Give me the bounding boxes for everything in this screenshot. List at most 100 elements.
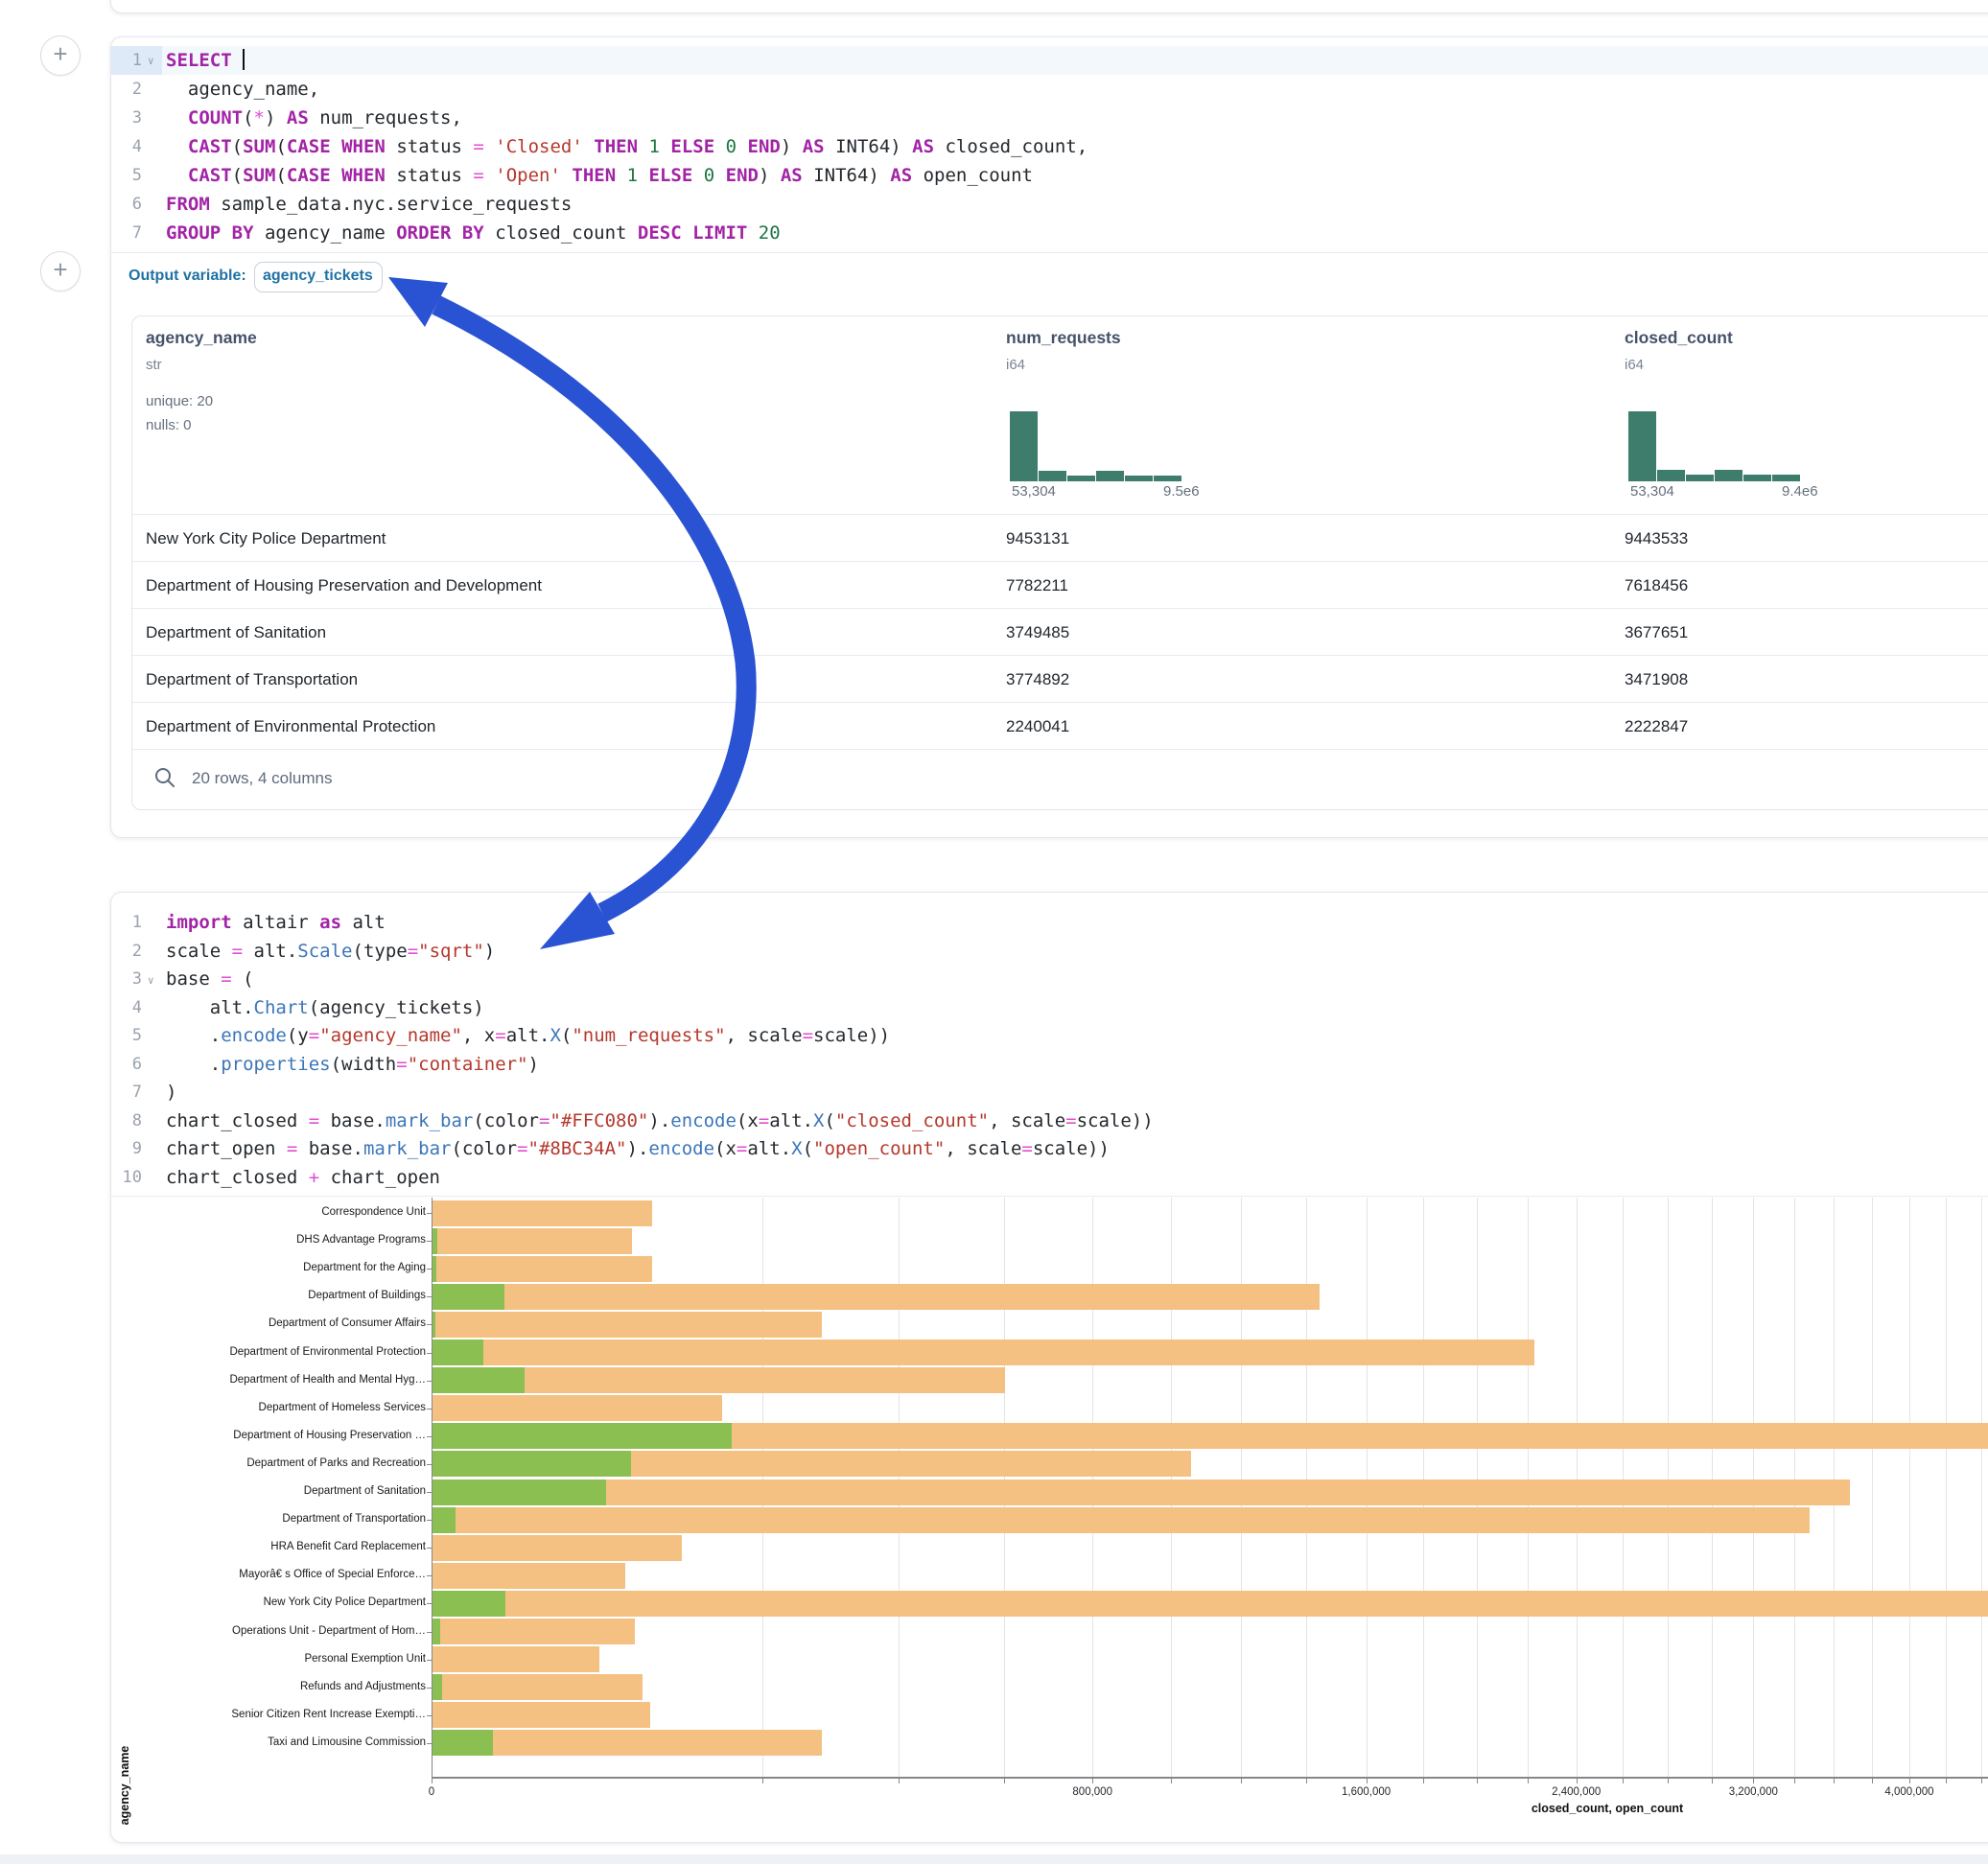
code-text: chart_closed + chart_open bbox=[166, 1164, 440, 1193]
code-line[interactable]: 1import altair as alt bbox=[111, 909, 1988, 938]
code-text: GROUP BY agency_name ORDER BY closed_cou… bbox=[166, 219, 781, 247]
table-cell: Department of Sanitation bbox=[146, 609, 326, 656]
category-label: Mayorâ€ s Office of Special Enforce… bbox=[119, 1569, 426, 1580]
code-line[interactable]: 8chart_closed = base.mark_bar(color="#FF… bbox=[111, 1107, 1988, 1136]
code-line[interactable]: 7GROUP BY agency_name ORDER BY closed_co… bbox=[111, 219, 1988, 247]
text-cursor bbox=[243, 49, 245, 70]
code-line[interactable]: 5 CAST(SUM(CASE WHEN status = 'Open' THE… bbox=[111, 161, 1988, 190]
code-line[interactable]: 1∨SELECT bbox=[111, 46, 1988, 75]
search-icon[interactable] bbox=[153, 766, 176, 794]
histogram-bar bbox=[1772, 475, 1800, 481]
result-table: agency_namestrunique: 20nulls: 0num_requ… bbox=[131, 315, 1988, 810]
line-number: 6 bbox=[111, 190, 142, 219]
fold-chevron-icon[interactable]: ∨ bbox=[148, 47, 154, 76]
sql-code-editor[interactable]: 1∨SELECT 2 agency_name,3 COUNT(*) AS num… bbox=[111, 46, 1988, 247]
sql-cell: 1∨SELECT 2 agency_name,3 COUNT(*) AS num… bbox=[110, 36, 1988, 838]
fold-chevron-icon[interactable]: ∨ bbox=[148, 967, 154, 995]
line-number: 2 bbox=[111, 938, 142, 967]
code-text: .properties(width="container") bbox=[166, 1051, 539, 1080]
x-tick bbox=[1477, 1779, 1478, 1783]
x-tick bbox=[1834, 1779, 1835, 1783]
x-tick-label: 4,000,000 bbox=[1884, 1786, 1933, 1798]
chart-bar-open bbox=[433, 1423, 732, 1449]
code-text: SELECT bbox=[166, 46, 245, 75]
cell-divider bbox=[111, 252, 1988, 253]
table-row: Department of Sanitation37494853677651 bbox=[132, 608, 1988, 656]
x-tick bbox=[1241, 1779, 1242, 1783]
chart-bar-open bbox=[433, 1256, 436, 1282]
histogram-bar bbox=[1154, 476, 1181, 481]
code-line[interactable]: 3∨base = ( bbox=[111, 966, 1988, 994]
code-text: chart_open = base.mark_bar(color="#8BC34… bbox=[166, 1135, 1110, 1164]
code-text: CAST(SUM(CASE WHEN status = 'Open' THEN … bbox=[166, 161, 1033, 190]
line-number: 6 bbox=[111, 1051, 142, 1080]
column-name: agency_name bbox=[146, 328, 257, 348]
table-row: New York City Police Department945313194… bbox=[132, 514, 1988, 562]
chart-bar-closed bbox=[433, 1284, 1320, 1310]
chart-bar-closed bbox=[433, 1200, 652, 1226]
code-line[interactable]: 3 COUNT(*) AS num_requests, bbox=[111, 104, 1988, 132]
y-axis-line bbox=[432, 1198, 433, 1777]
table-cell: 2240041 bbox=[1006, 703, 1069, 750]
column-name: num_requests bbox=[1006, 328, 1121, 348]
x-tick bbox=[1306, 1779, 1307, 1783]
x-tick bbox=[1004, 1779, 1005, 1783]
code-text: agency_name, bbox=[166, 75, 319, 104]
histogram-max-label: 9.5e6 bbox=[1163, 483, 1200, 500]
code-text: chart_closed = base.mark_bar(color="#FFC… bbox=[166, 1107, 1154, 1136]
chart-bar-open bbox=[433, 1340, 483, 1365]
code-line[interactable]: 2scale = alt.Scale(type="sqrt") bbox=[111, 938, 1988, 967]
chart-bar-open bbox=[433, 1367, 525, 1393]
code-line[interactable]: 10 chart_closed + chart_open bbox=[111, 1164, 1988, 1193]
code-line[interactable]: 2 agency_name, bbox=[111, 75, 1988, 104]
output-variable-label: Output variable: bbox=[129, 268, 246, 285]
histogram-bar bbox=[1096, 471, 1124, 481]
code-line[interactable]: 9chart_open = base.mark_bar(color="#8BC3… bbox=[111, 1135, 1988, 1164]
x-tick bbox=[1794, 1779, 1795, 1783]
category-label: Department of Parks and Recreation bbox=[119, 1457, 426, 1469]
table-cell: 7782211 bbox=[1006, 562, 1068, 609]
code-line[interactable]: 4 alt.Chart(agency_tickets) bbox=[111, 994, 1988, 1023]
chart-bar-open bbox=[433, 1480, 606, 1505]
x-tick-label: 800,000 bbox=[1072, 1786, 1112, 1798]
chart-bar-closed bbox=[433, 1674, 643, 1700]
chart-bar-open bbox=[433, 1674, 442, 1700]
category-label: Department for the Aging bbox=[119, 1262, 426, 1273]
line-number: 10 bbox=[111, 1164, 142, 1193]
category-label: Department of Homeless Services bbox=[119, 1402, 426, 1413]
add-cell-button-top[interactable]: + bbox=[40, 35, 81, 76]
x-tick bbox=[1423, 1779, 1424, 1783]
category-label: Personal Exemption Unit bbox=[119, 1653, 426, 1665]
chart-bar-closed bbox=[433, 1228, 632, 1254]
chart-bar-closed bbox=[433, 1507, 1810, 1533]
code-line[interactable]: 7) bbox=[111, 1079, 1988, 1107]
x-tick-label: 1,600,000 bbox=[1342, 1786, 1391, 1798]
code-line[interactable]: 5 .encode(y="agency_name", x=alt.X("num_… bbox=[111, 1022, 1988, 1051]
y-axis-title: agency_name bbox=[118, 1488, 131, 1842]
chart-bar-open bbox=[433, 1451, 631, 1477]
python-cell: 1import altair as alt2scale = alt.Scale(… bbox=[110, 892, 1988, 1843]
chart-bar-open bbox=[433, 1228, 437, 1254]
x-tick bbox=[1712, 1779, 1713, 1783]
chart-bar-closed bbox=[433, 1312, 822, 1338]
table-cell: Department of Transportation bbox=[146, 656, 358, 703]
code-line[interactable]: 6 .properties(width="container") bbox=[111, 1051, 1988, 1080]
category-label: Department of Housing Preservation … bbox=[119, 1430, 426, 1441]
add-cell-button-middle[interactable]: + bbox=[40, 251, 81, 291]
code-text: import altair as alt bbox=[166, 909, 386, 938]
x-tick bbox=[1623, 1779, 1624, 1783]
x-tick-label: 2,400,000 bbox=[1552, 1786, 1601, 1798]
python-code-editor[interactable]: 1import altair as alt2scale = alt.Scale(… bbox=[111, 909, 1988, 1192]
code-line[interactable]: 4 CAST(SUM(CASE WHEN status = 'Closed' T… bbox=[111, 132, 1988, 161]
output-variable-badge[interactable]: agency_tickets bbox=[254, 262, 383, 292]
chart-bar-closed bbox=[433, 1340, 1534, 1365]
table-cell: 2222847 bbox=[1625, 703, 1688, 750]
chart-bar-closed bbox=[433, 1646, 599, 1672]
code-line[interactable]: 6FROM sample_data.nyc.service_requests bbox=[111, 190, 1988, 219]
category-label: DHS Advantage Programs bbox=[119, 1234, 426, 1246]
altair-chart: Correspondence UnitDHS Advantage Program… bbox=[111, 1196, 1988, 1842]
table-cell: Department of Environmental Protection bbox=[146, 703, 435, 750]
table-cell: 9453131 bbox=[1006, 515, 1069, 562]
table-footer: 20 rows, 4 columns bbox=[132, 749, 1988, 810]
category-label: Refunds and Adjustments bbox=[119, 1681, 426, 1692]
